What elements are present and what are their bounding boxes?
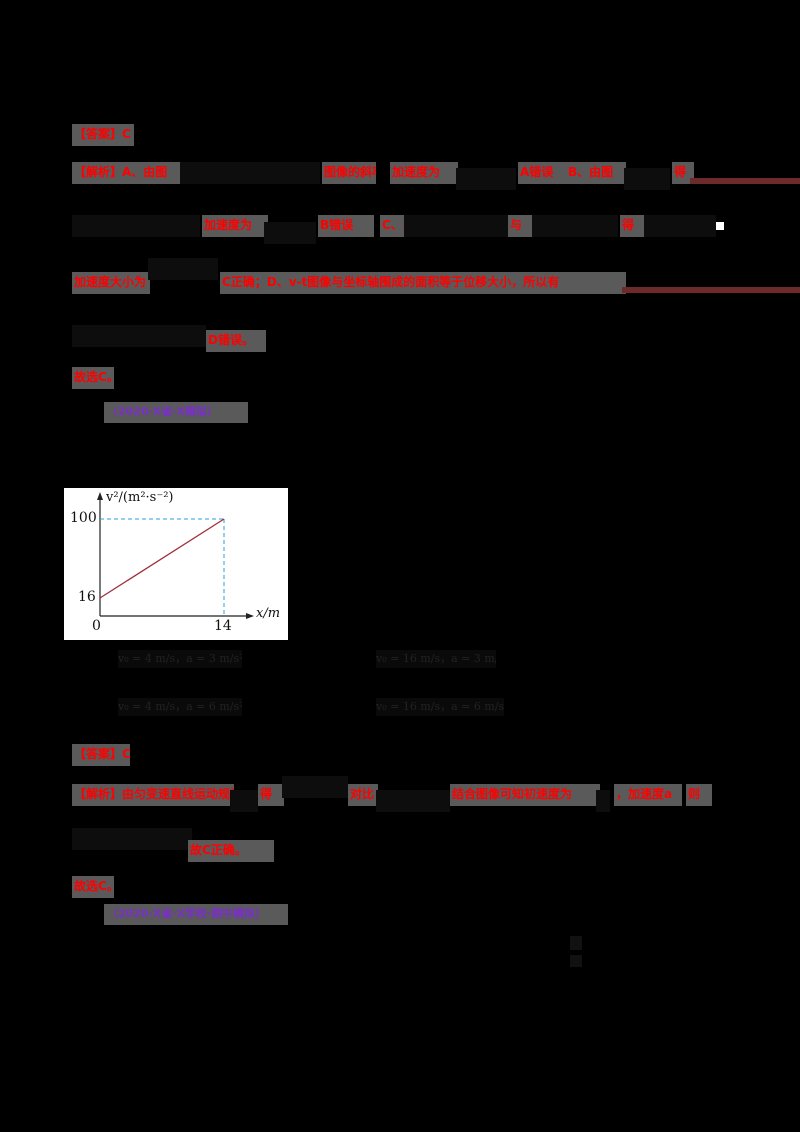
y-axis-arrow-icon	[97, 492, 103, 500]
option-d: v₀ = 16 m/s，a = 6 m/s²	[376, 698, 504, 716]
fraction-mark	[570, 936, 582, 950]
y-axis-label: v²/(m²·s⁻²)	[106, 490, 174, 505]
analysis-text: ，加速度a	[614, 784, 682, 806]
conclusion: 故选C。	[72, 876, 114, 898]
formula	[148, 258, 218, 280]
option-b: v₀ = 16 m/s，a = 3 m/s²	[376, 650, 496, 668]
option-c: v₀ = 4 m/s，a = 6 m/s²	[118, 698, 242, 716]
data-line	[99, 518, 225, 599]
analysis-text: 结合图像可知初速度为	[450, 784, 600, 806]
analysis-start: 【解析】由匀变速直线运动规律	[72, 784, 234, 806]
analysis-text: A错误	[518, 162, 566, 184]
analysis-text: B、由图	[566, 162, 626, 184]
formula	[180, 162, 320, 184]
chart-svg	[97, 492, 254, 619]
answer-label: 【答案】C	[72, 124, 134, 146]
x-axis-arrow-icon	[246, 613, 254, 619]
analysis-text: 故C正确。	[188, 840, 274, 862]
conclusion: 故选C。	[72, 367, 114, 389]
answer-label: 【答案】C	[72, 744, 130, 766]
analysis-text: 得	[620, 215, 646, 237]
formula	[72, 215, 200, 237]
analysis-text: D错误。	[206, 330, 266, 352]
y-tick-16: 16	[78, 589, 96, 605]
source-tag: （2020·X省·X模拟）	[104, 402, 248, 423]
formula	[532, 215, 618, 237]
formula	[456, 168, 516, 190]
formula	[264, 222, 316, 244]
analysis-text: 加速度大小为	[72, 272, 150, 294]
analysis-text: 则	[686, 784, 712, 806]
v2-x-chart: v²/(m²·s⁻²) 100 16 0 14 x/m	[64, 488, 288, 640]
fraction-mark	[570, 955, 582, 967]
y-tick-100: 100	[70, 510, 97, 526]
x-axis-label: x/m	[256, 606, 281, 621]
punctuation-mark	[716, 222, 724, 230]
formula	[596, 790, 610, 812]
analysis-text: B错误	[318, 215, 374, 237]
analysis-text: 图像的斜率	[322, 162, 376, 184]
analysis-text: 得	[672, 162, 694, 184]
analysis-text: C正确；D、v-t图像与坐标轴围成的面积等于位移大小，所以有	[220, 272, 626, 294]
analysis-text: 与	[508, 215, 534, 237]
analysis-start: 【解析】A、由图	[72, 162, 182, 184]
formula	[644, 215, 716, 237]
x-tick-14: 14	[214, 618, 232, 634]
formula	[72, 325, 206, 347]
option-a: v₀ = 4 m/s，a = 3 m/s²	[118, 650, 242, 668]
analysis-text: 得	[258, 784, 284, 806]
analysis-text: C、由图	[380, 215, 406, 237]
analysis-text: 对比	[348, 784, 378, 806]
source-tag-next: （2020·X省·X学校·期中模拟）	[104, 904, 288, 925]
formula	[624, 168, 670, 190]
highlight-trail	[690, 178, 800, 184]
formula	[376, 790, 450, 812]
formula	[230, 790, 258, 812]
formula	[404, 215, 508, 237]
analysis-text: 加速度为	[390, 162, 458, 184]
x-tick-0: 0	[92, 618, 101, 634]
highlight-trail	[622, 287, 800, 293]
formula	[72, 828, 192, 850]
formula	[282, 776, 348, 798]
analysis-text: 加速度为	[202, 215, 268, 237]
